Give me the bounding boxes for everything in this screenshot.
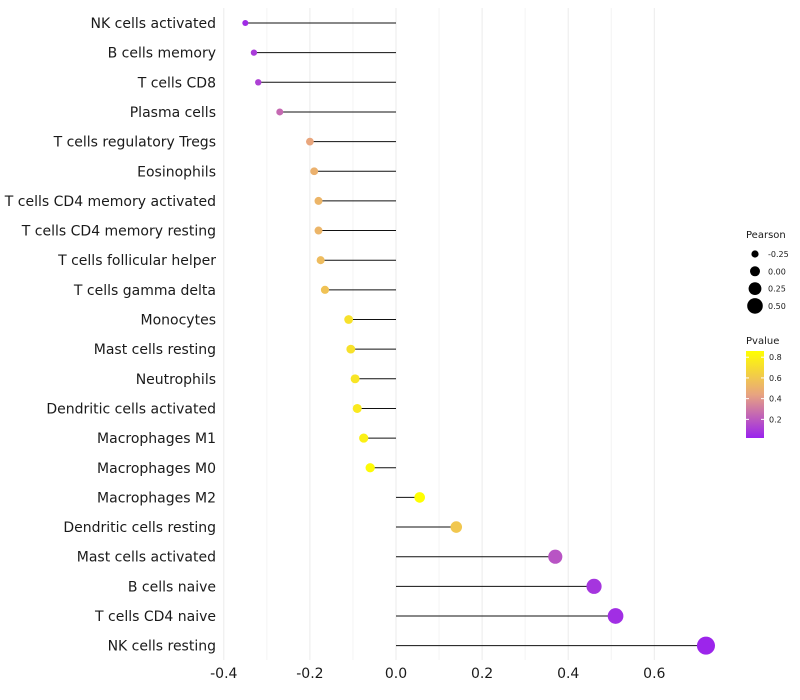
lollipop-dot [346,344,356,354]
lollipop-dot [696,636,715,655]
lollipop-dot [344,315,354,324]
category-label: Dendritic cells activated [46,401,216,417]
lollipop-dot [414,492,425,503]
pearson-legend-key [748,282,762,295]
lollipop-dot [306,137,314,146]
category-label: T cells follicular helper [57,253,216,269]
lollipop-dot [607,608,624,624]
lollipop-dot [316,256,325,265]
category-label: Mast cells resting [94,342,216,358]
lollipop-dot [255,79,262,86]
lollipop-dot [350,374,360,384]
category-label: Dendritic cells resting [63,520,216,536]
x-tick-label: 0.0 [385,666,407,682]
lollipop-dot [359,433,369,443]
category-label: Neutrophils [136,372,216,388]
pearson-legend-key [751,250,759,258]
pearson-legend-label: -0.25 [768,250,789,259]
x-tick-label: 0.4 [557,666,579,682]
pvalue-legend-label: 0.8 [769,353,782,362]
lollipop-dot [250,49,258,56]
pearson-legend-label: 0.50 [768,302,786,311]
category-label: T cells CD4 memory resting [21,224,216,240]
lollipop-dot [310,167,319,176]
pvalue-legend-label: 0.2 [769,415,782,424]
category-label: Plasma cells [130,105,216,121]
category-label: T cells regulatory Tregs [53,135,216,151]
lollipop-dot [548,549,563,564]
lollipop-dot [320,285,330,294]
pvalue-legend: Pvalue 0.8 0.6 0.4 0.2 [746,336,782,438]
lollipop-stems [245,22,706,647]
pvalue-legend-title: Pvalue [746,336,779,347]
lollipop-dot [314,226,323,235]
lollipop-dot [365,463,375,473]
pearson-legend-label: 0.00 [768,267,786,276]
category-label: B cells memory [108,46,216,62]
category-label: NK cells resting [108,639,216,655]
category-label: Macrophages M1 [97,431,216,447]
category-label: Macrophages M0 [97,461,216,477]
lollipop-dot [276,108,284,116]
grid [223,8,655,660]
category-label: Mast cells activated [77,550,216,566]
lollipop-dot [450,521,463,533]
x-axis-ticks: -0.4 -0.2 0.0 0.2 0.4 0.6 [210,666,665,682]
category-label: Eosinophils [137,164,216,180]
pvalue-colorbar [746,351,764,438]
x-tick-label: -0.2 [296,666,323,682]
pvalue-legend-label: 0.6 [769,374,782,383]
pvalue-legend-label: 0.4 [769,395,782,404]
x-tick-label: 0.6 [643,666,665,682]
pearson-legend-label: 0.25 [768,285,786,294]
lollipop-dot [352,403,362,413]
lollipop-dot [586,578,602,594]
category-label: NK cells activated [91,16,216,32]
category-label: T cells gamma delta [73,283,216,299]
category-label: T cells CD4 naive [94,609,216,625]
lollipop-dots [242,19,715,655]
category-label: Monocytes [141,313,216,329]
category-labels: NK cells activated B cells memory T cells … [4,16,216,655]
pearson-legend-key [747,298,763,314]
category-label: B cells naive [128,579,216,595]
x-tick-label: 0.2 [471,666,493,682]
pearson-legend-title: Pearson [746,230,786,241]
lollipop-dot [242,19,249,27]
category-label: T cells CD4 memory activated [4,194,216,210]
pearson-legend-key [750,266,760,277]
x-tick-label: -0.4 [210,666,237,682]
category-label: T cells CD8 [137,75,216,91]
category-label: Macrophages M2 [97,490,216,506]
lollipop-dot [314,196,323,205]
pearson-legend: Pearson -0.25 0.00 0.25 0.50 [746,230,789,314]
